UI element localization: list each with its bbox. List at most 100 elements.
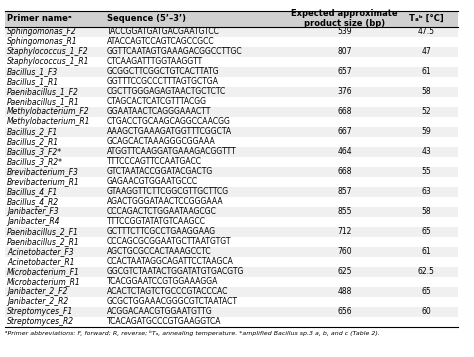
Text: 47.5: 47.5: [418, 27, 435, 36]
FancyBboxPatch shape: [395, 317, 458, 327]
Text: 807: 807: [337, 47, 352, 56]
Text: GCGCTGGAAACGGGCGTCTAATACT: GCGCTGGAAACGGGCGTCTAATACT: [107, 297, 238, 306]
Text: 712: 712: [337, 227, 352, 236]
FancyBboxPatch shape: [295, 77, 395, 87]
Text: TCACAGATGCCCGTGAAGGTCA: TCACAGATGCCCGTGAAGGTCA: [107, 317, 221, 326]
FancyBboxPatch shape: [5, 207, 104, 217]
FancyBboxPatch shape: [295, 57, 395, 67]
FancyBboxPatch shape: [104, 27, 295, 37]
Text: GGCGTCTAATACTGGATATGTGACGTG: GGCGTCTAATACTGGATATGTGACGTG: [107, 267, 244, 276]
Text: 65: 65: [421, 287, 431, 296]
FancyBboxPatch shape: [5, 247, 104, 257]
FancyBboxPatch shape: [395, 257, 458, 267]
FancyBboxPatch shape: [104, 67, 295, 77]
FancyBboxPatch shape: [295, 137, 395, 147]
Text: Sphingomonas_R1: Sphingomonas_R1: [7, 37, 78, 46]
Text: Brevibacterium_R1: Brevibacterium_R1: [7, 177, 80, 186]
Text: GTAAGGTTCTTCGGCGTTGCTTCG: GTAAGGTTCTTCGGCGTTGCTTCG: [107, 187, 229, 196]
Text: 43: 43: [421, 147, 431, 156]
Text: 61: 61: [421, 67, 431, 76]
Text: CTGACCTGCAAGCAGGCCAACGG: CTGACCTGCAAGCAGGCCAACGG: [107, 117, 230, 126]
Text: TTTCCGGTATATGTCAAGCC: TTTCCGGTATATGTCAAGCC: [107, 217, 206, 226]
FancyBboxPatch shape: [5, 47, 104, 57]
FancyBboxPatch shape: [295, 127, 395, 137]
FancyBboxPatch shape: [5, 57, 104, 67]
FancyBboxPatch shape: [104, 147, 295, 157]
Text: CCACTAATAGGCAGATTCCTAAGCA: CCACTAATAGGCAGATTCCTAAGCA: [107, 257, 234, 266]
FancyBboxPatch shape: [395, 117, 458, 127]
FancyBboxPatch shape: [104, 237, 295, 247]
FancyBboxPatch shape: [295, 247, 395, 257]
FancyBboxPatch shape: [395, 207, 458, 217]
FancyBboxPatch shape: [395, 247, 458, 257]
Text: 59: 59: [421, 127, 431, 136]
FancyBboxPatch shape: [5, 307, 104, 317]
Text: CCCAGCGCGGAATGCTTAATGTGT: CCCAGCGCGGAATGCTTAATGTGT: [107, 237, 231, 246]
FancyBboxPatch shape: [295, 187, 395, 197]
Text: ATACCAGTCCAGTCAGCCGCC: ATACCAGTCCAGTCAGCCGCC: [107, 37, 214, 46]
FancyBboxPatch shape: [395, 187, 458, 197]
Text: TTTCCCAGTTCCAATGACC: TTTCCCAGTTCCAATGACC: [107, 157, 202, 166]
Text: CCCAGACTCTGGAATAAGCGC: CCCAGACTCTGGAATAAGCGC: [107, 207, 217, 216]
FancyBboxPatch shape: [104, 137, 295, 147]
FancyBboxPatch shape: [295, 307, 395, 317]
Text: Janibacter_F3: Janibacter_F3: [7, 207, 59, 216]
FancyBboxPatch shape: [5, 297, 104, 307]
FancyBboxPatch shape: [104, 257, 295, 267]
FancyBboxPatch shape: [295, 237, 395, 247]
Text: Bacillus_1_F3: Bacillus_1_F3: [7, 67, 58, 76]
FancyBboxPatch shape: [104, 87, 295, 97]
FancyBboxPatch shape: [5, 277, 104, 287]
FancyBboxPatch shape: [395, 27, 458, 37]
Text: Janibacter_R4: Janibacter_R4: [7, 217, 59, 226]
Text: Microbacterium_R1: Microbacterium_R1: [7, 277, 81, 286]
FancyBboxPatch shape: [295, 267, 395, 277]
FancyBboxPatch shape: [5, 217, 104, 227]
FancyBboxPatch shape: [5, 127, 104, 137]
Text: GAGAACGTGGAATGCCC: GAGAACGTGGAATGCCC: [107, 177, 198, 186]
FancyBboxPatch shape: [395, 217, 458, 227]
Text: Paenibacillus_2_R1: Paenibacillus_2_R1: [7, 237, 80, 246]
FancyBboxPatch shape: [395, 197, 458, 207]
FancyBboxPatch shape: [395, 277, 458, 287]
Text: Methylobacterium_R1: Methylobacterium_R1: [7, 117, 91, 126]
FancyBboxPatch shape: [5, 167, 104, 177]
Text: Staphylococcus_1_R1: Staphylococcus_1_R1: [7, 57, 90, 66]
FancyBboxPatch shape: [395, 67, 458, 77]
FancyBboxPatch shape: [104, 317, 295, 327]
FancyBboxPatch shape: [395, 297, 458, 307]
Text: Sequence (5’–3’): Sequence (5’–3’): [107, 14, 186, 23]
FancyBboxPatch shape: [295, 287, 395, 297]
Text: ACACTCTAGTCTGCCCGTACCCAC: ACACTCTAGTCTGCCCGTACCCAC: [107, 287, 228, 296]
FancyBboxPatch shape: [395, 147, 458, 157]
FancyBboxPatch shape: [295, 297, 395, 307]
FancyBboxPatch shape: [295, 147, 395, 157]
FancyBboxPatch shape: [5, 87, 104, 97]
FancyBboxPatch shape: [5, 197, 104, 207]
FancyBboxPatch shape: [5, 137, 104, 147]
FancyBboxPatch shape: [104, 97, 295, 107]
Text: 65: 65: [421, 227, 431, 236]
FancyBboxPatch shape: [5, 157, 104, 167]
Text: Acinetobacter_F3: Acinetobacter_F3: [7, 247, 73, 256]
FancyBboxPatch shape: [104, 197, 295, 207]
FancyBboxPatch shape: [395, 287, 458, 297]
FancyBboxPatch shape: [395, 237, 458, 247]
FancyBboxPatch shape: [5, 227, 104, 237]
Text: Sphingomonas_F2: Sphingomonas_F2: [7, 27, 77, 36]
FancyBboxPatch shape: [104, 107, 295, 117]
Text: Primer nameᵃ: Primer nameᵃ: [7, 14, 72, 23]
FancyBboxPatch shape: [104, 127, 295, 137]
FancyBboxPatch shape: [395, 47, 458, 57]
Text: 760: 760: [337, 247, 352, 256]
FancyBboxPatch shape: [295, 97, 395, 107]
Text: Brevibacterium_F3: Brevibacterium_F3: [7, 167, 79, 176]
Text: AGACTGGGATAACTCCGGGAAA: AGACTGGGATAACTCCGGGAAA: [107, 197, 223, 206]
Text: 668: 668: [337, 167, 352, 176]
FancyBboxPatch shape: [295, 217, 395, 227]
Text: Bacillus_2_F1: Bacillus_2_F1: [7, 127, 58, 136]
Text: Bacillus_1_R1: Bacillus_1_R1: [7, 77, 59, 86]
Text: 855: 855: [337, 207, 352, 216]
FancyBboxPatch shape: [5, 117, 104, 127]
Text: TCACGGAATCCGTGGAAAGGA: TCACGGAATCCGTGGAAAGGA: [107, 277, 218, 286]
